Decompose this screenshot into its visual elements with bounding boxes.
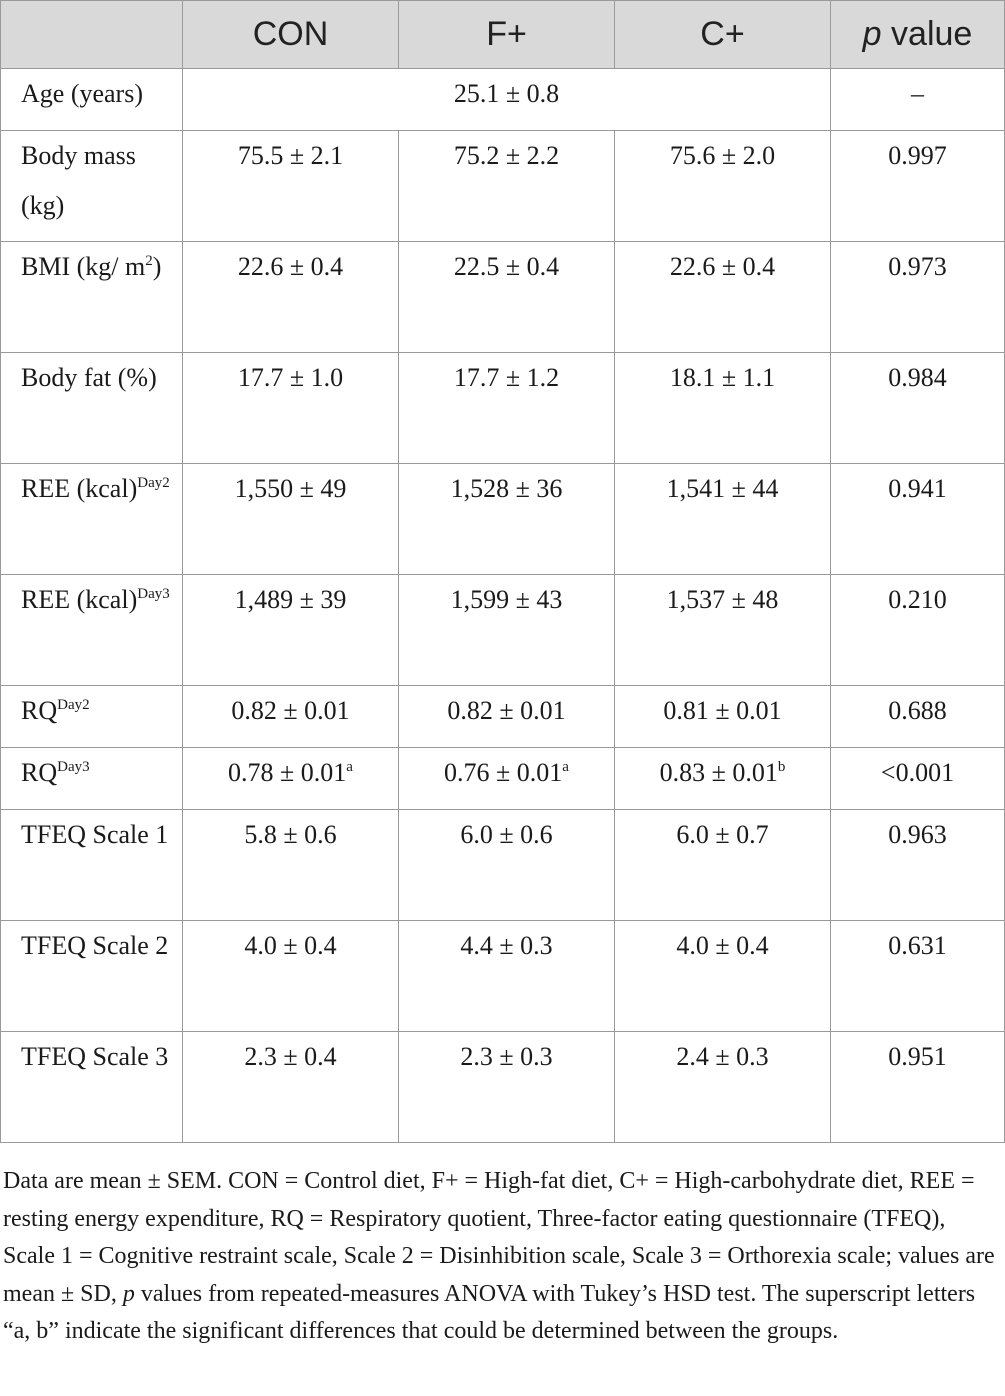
cplus-value: 1,541 ± 44 xyxy=(614,463,831,575)
cplus-significance-letter: b xyxy=(777,759,786,775)
header-con: CON xyxy=(182,0,399,69)
table-row-ree-day3: REE (kcal)Day3 1,489 ± 39 1,599 ± 43 1,5… xyxy=(0,574,1005,686)
con-value: 4.0 ± 0.4 xyxy=(182,920,399,1032)
row-label: Body fat (%) xyxy=(0,352,183,464)
con-significance-letter: a xyxy=(346,759,353,775)
p-value-cell: 0.997 xyxy=(830,130,1005,242)
cplus-value: 6.0 ± 0.7 xyxy=(614,809,831,921)
table-row-tfeq-scale-2: TFEQ Scale 2 4.0 ± 0.4 4.4 ± 0.3 4.0 ± 0… xyxy=(0,920,1005,1032)
row-label-text: BMI (kg/ m xyxy=(21,252,146,281)
fplus-value: 75.2 ± 2.2 xyxy=(398,130,615,242)
table-row-age: Age (years) 25.1 ± 0.8 – xyxy=(0,68,1005,131)
header-cplus: C+ xyxy=(614,0,831,69)
header-p-italic: p xyxy=(862,15,882,53)
fplus-value: 1,599 ± 43 xyxy=(398,574,615,686)
fplus-significance-letter: a xyxy=(562,759,569,775)
p-value-cell: 0.631 xyxy=(830,920,1005,1032)
row-label-superscript: Day2 xyxy=(137,475,170,491)
row-label-text: RQ xyxy=(21,758,58,787)
fplus-value: 6.0 ± 0.6 xyxy=(398,809,615,921)
con-value: 0.82 ± 0.01 xyxy=(182,685,399,748)
p-value-cell: 0.210 xyxy=(830,574,1005,686)
row-label-suffix: ) xyxy=(152,252,162,281)
table-row-rq-day2: RQDay2 0.82 ± 0.01 0.82 ± 0.01 0.81 ± 0.… xyxy=(0,685,1005,748)
row-label-text: RQ xyxy=(21,696,58,725)
header-row: CON F+ C+ p value xyxy=(0,0,1005,69)
con-value: 1,489 ± 39 xyxy=(182,574,399,686)
age-merged-value: 25.1 ± 0.8 xyxy=(182,68,831,131)
table-row-ree-day2: REE (kcal)Day2 1,550 ± 49 1,528 ± 36 1,5… xyxy=(0,463,1005,575)
cplus-value: 18.1 ± 1.1 xyxy=(614,352,831,464)
row-label: TFEQ Scale 3 xyxy=(0,1031,183,1143)
fplus-value-text: 0.76 ± 0.01 xyxy=(444,758,563,787)
cplus-value: 4.0 ± 0.4 xyxy=(614,920,831,1032)
row-label: BMI (kg/ m2) xyxy=(0,241,183,353)
con-value: 17.7 ± 1.0 xyxy=(182,352,399,464)
row-label: TFEQ Scale 1 xyxy=(0,809,183,921)
p-value-cell: 0.951 xyxy=(830,1031,1005,1143)
p-value-cell: 0.963 xyxy=(830,809,1005,921)
cplus-value: 22.6 ± 0.4 xyxy=(614,241,831,353)
fplus-value: 4.4 ± 0.3 xyxy=(398,920,615,1032)
table-row-rq-day3: RQDay3 0.78 ± 0.01a 0.76 ± 0.01a 0.83 ± … xyxy=(0,747,1005,810)
row-label: RQDay2 xyxy=(0,685,183,748)
p-value-cell: 0.973 xyxy=(830,241,1005,353)
table-row-body-mass: Body mass (kg) 75.5 ± 2.1 75.2 ± 2.2 75.… xyxy=(0,130,1005,242)
fplus-value: 22.5 ± 0.4 xyxy=(398,241,615,353)
cplus-value: 2.4 ± 0.3 xyxy=(614,1031,831,1143)
table-footnote: Data are mean ± SEM. CON = Control diet,… xyxy=(3,1163,1003,1351)
p-value-cell: <0.001 xyxy=(830,747,1005,810)
header-fplus: F+ xyxy=(398,0,615,69)
row-label-text: REE (kcal) xyxy=(21,585,138,614)
fplus-value: 1,528 ± 36 xyxy=(398,463,615,575)
table-row-tfeq-scale-3: TFEQ Scale 3 2.3 ± 0.4 2.3 ± 0.3 2.4 ± 0… xyxy=(0,1031,1005,1143)
row-label: Body mass (kg) xyxy=(0,130,183,242)
fplus-value: 17.7 ± 1.2 xyxy=(398,352,615,464)
row-label: REE (kcal)Day2 xyxy=(0,463,183,575)
footnote-text-1: Data are mean ± SEM. CON = Control diet,… xyxy=(3,1168,995,1307)
row-label: REE (kcal)Day3 xyxy=(0,574,183,686)
cplus-value: 1,537 ± 48 xyxy=(614,574,831,686)
cplus-value: 75.6 ± 2.0 xyxy=(614,130,831,242)
baseline-characteristics-table: CON F+ C+ p value Age (years) 25.1 ± 0.8… xyxy=(0,0,1005,1143)
con-value: 0.78 ± 0.01a xyxy=(182,747,399,810)
row-label-superscript: 2 xyxy=(145,253,153,269)
row-label: Age (years) xyxy=(0,68,183,131)
table-row-bmi: BMI (kg/ m2) 22.6 ± 0.4 22.5 ± 0.4 22.6 … xyxy=(0,241,1005,353)
table-row-tfeq-scale-1: TFEQ Scale 1 5.8 ± 0.6 6.0 ± 0.6 6.0 ± 0… xyxy=(0,809,1005,921)
row-label-superscript: Day3 xyxy=(57,759,90,775)
footnote-p-italic: p xyxy=(122,1280,135,1307)
con-value: 75.5 ± 2.1 xyxy=(182,130,399,242)
row-label-superscript: Day2 xyxy=(57,697,90,713)
con-value: 5.8 ± 0.6 xyxy=(182,809,399,921)
header-p-rest: value xyxy=(881,15,973,53)
header-p-value: p value xyxy=(830,0,1005,69)
table-row-body-fat: Body fat (%) 17.7 ± 1.0 17.7 ± 1.2 18.1 … xyxy=(0,352,1005,464)
con-value-text: 0.78 ± 0.01 xyxy=(228,758,347,787)
con-value: 22.6 ± 0.4 xyxy=(182,241,399,353)
fplus-value: 2.3 ± 0.3 xyxy=(398,1031,615,1143)
row-label: RQDay3 xyxy=(0,747,183,810)
row-label-superscript: Day3 xyxy=(137,586,170,602)
p-value-cell: – xyxy=(830,68,1005,131)
cplus-value: 0.81 ± 0.01 xyxy=(614,685,831,748)
p-value-cell: 0.984 xyxy=(830,352,1005,464)
fplus-value: 0.82 ± 0.01 xyxy=(398,685,615,748)
p-value-cell: 0.941 xyxy=(830,463,1005,575)
fplus-value: 0.76 ± 0.01a xyxy=(398,747,615,810)
con-value: 2.3 ± 0.4 xyxy=(182,1031,399,1143)
cplus-value: 0.83 ± 0.01b xyxy=(614,747,831,810)
cplus-value-text: 0.83 ± 0.01 xyxy=(659,758,778,787)
header-empty-cell xyxy=(0,0,183,69)
row-label: TFEQ Scale 2 xyxy=(0,920,183,1032)
p-value-cell: 0.688 xyxy=(830,685,1005,748)
con-value: 1,550 ± 49 xyxy=(182,463,399,575)
footnote-text-2: values from repeated-measures ANOVA with… xyxy=(3,1280,976,1345)
row-label-text: REE (kcal) xyxy=(21,474,138,503)
